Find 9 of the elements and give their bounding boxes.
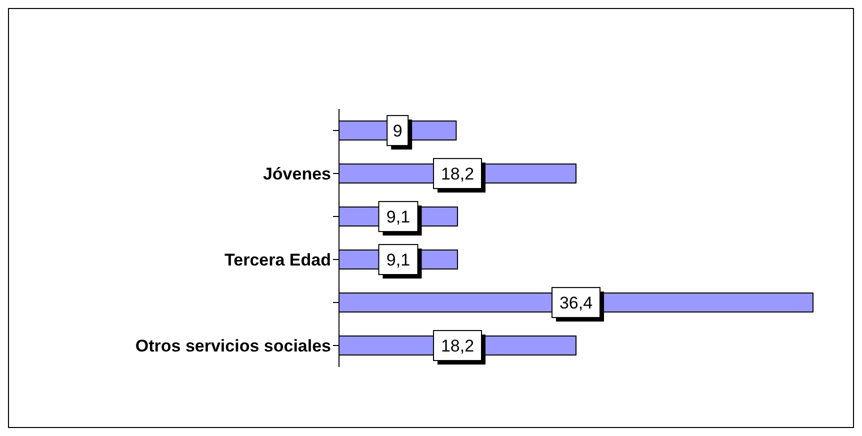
data-label: 18,2 <box>440 336 474 356</box>
data-label: 36,4 <box>559 294 593 313</box>
data-label: 9 <box>392 122 402 141</box>
y-tick-label: Tercera Edad <box>224 250 331 270</box>
data-label: 18,2 <box>440 164 474 184</box>
y-tick-label: Otros servicios sociales <box>135 336 331 356</box>
y-tick-label: Jóvenes <box>262 164 331 184</box>
data-label: 9,1 <box>386 208 410 227</box>
data-label: 9,1 <box>386 250 410 270</box>
